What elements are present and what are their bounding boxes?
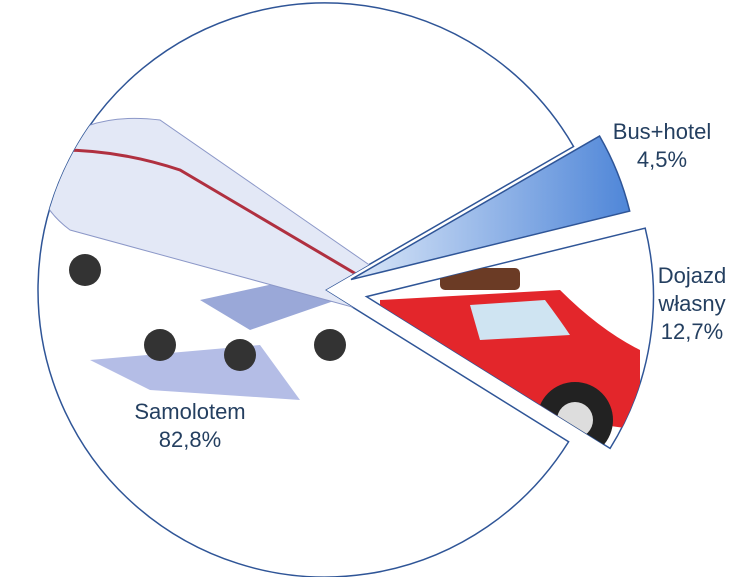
slice bbox=[350, 135, 631, 281]
car-hub bbox=[557, 402, 593, 438]
plane-stripe bbox=[59, 148, 401, 302]
value-label: 82,8% bbox=[158, 427, 222, 452]
slice-picture bbox=[37, 117, 428, 400]
car-luggage bbox=[440, 268, 520, 290]
category-label: Dojazd własny bbox=[657, 263, 727, 316]
value-label: 12,7% bbox=[660, 319, 724, 344]
category-label: Bus+hotel bbox=[612, 119, 712, 144]
data-label: Dojazd własny 12,7% bbox=[647, 262, 737, 346]
data-label: Bus+hotel 4,5% bbox=[597, 118, 727, 174]
plane-wheel bbox=[314, 329, 346, 361]
plane-wheel bbox=[224, 339, 256, 371]
slices bbox=[37, 2, 655, 577]
plane-wheel bbox=[69, 254, 101, 286]
car-window bbox=[470, 300, 570, 340]
category-label: Samolotem bbox=[134, 399, 246, 424]
plane-wheel bbox=[144, 329, 176, 361]
data-label: Samolotem 82,8% bbox=[105, 398, 275, 454]
value-label: 4,5% bbox=[636, 147, 688, 172]
